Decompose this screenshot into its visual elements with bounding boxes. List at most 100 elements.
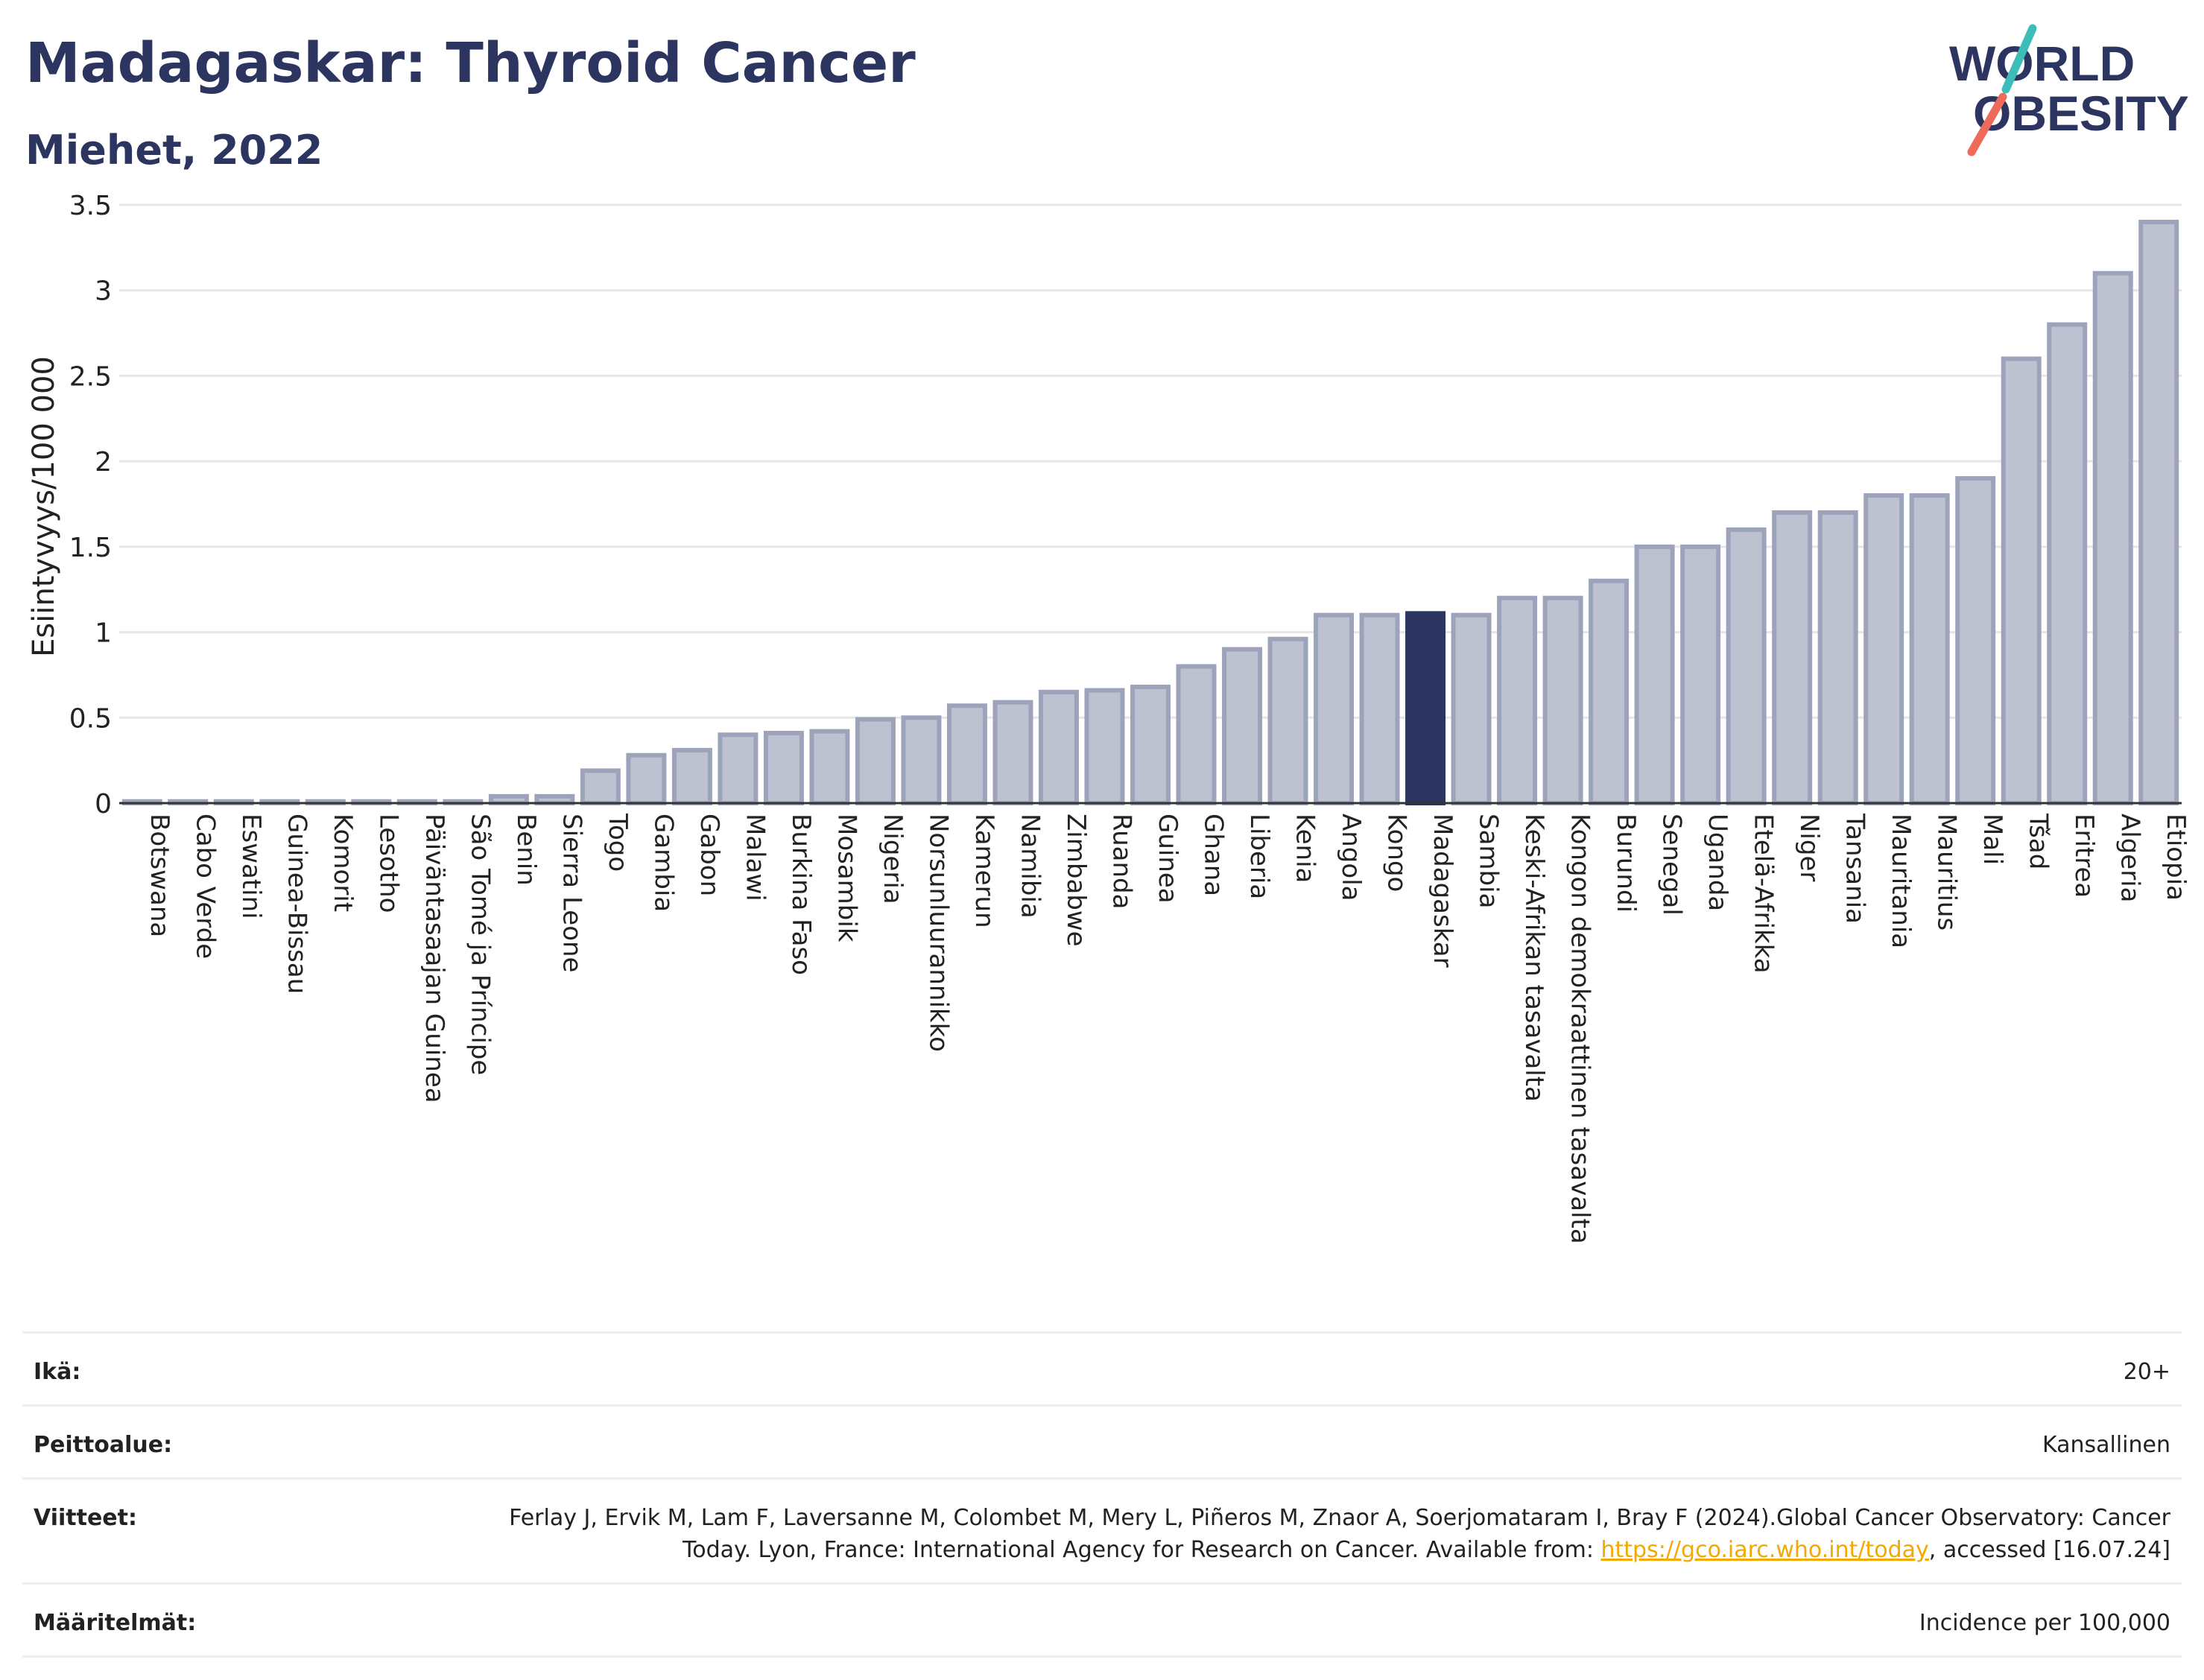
x-tick-label: Angola: [1336, 814, 1366, 901]
bar: [1359, 612, 1400, 806]
info-value-definitions: Incidence per 100,000: [1919, 1610, 2170, 1636]
bar: [1772, 510, 1813, 805]
x-tick-label: Senegal: [1657, 814, 1687, 916]
x-tick-label: Sierra Leone: [557, 814, 586, 972]
bar: [992, 700, 1033, 805]
bar: [901, 715, 942, 805]
bar: [718, 732, 759, 806]
logo-slash-teal: [2001, 24, 2037, 94]
bar: [1038, 689, 1079, 805]
info-row-coverage: Peittoalue: Kansallinen: [22, 1404, 2182, 1477]
bar: [763, 730, 804, 805]
x-tick-label: Komorit: [328, 814, 358, 912]
x-tick-label: Guinea: [1153, 814, 1182, 904]
reference-accessed: , accessed [16.07.24]: [1928, 1537, 2170, 1563]
logo-word-world: WORLD: [1949, 36, 2135, 91]
y-tick-label: 1.5: [69, 533, 112, 563]
x-tick-label: Lesotho: [373, 814, 403, 913]
y-tick-label: 3: [95, 276, 112, 307]
x-tick-label: Namibia: [1015, 814, 1045, 919]
logo-slash-coral: [1967, 92, 2007, 156]
x-tick-label: Ruanda: [1106, 814, 1136, 909]
reference-text: Ferlay J, Ervik M, Lam F, Laversanne M, …: [509, 1505, 2170, 1563]
y-tick-label: 2.5: [69, 361, 112, 392]
info-row-definitions: Määritelmät: Incidence per 100,000: [22, 1582, 2182, 1658]
x-tick-label: Cabo Verde: [190, 814, 220, 959]
x-tick-label: Mali: [1977, 814, 2007, 865]
bar: [1589, 578, 1630, 805]
bar: [1817, 510, 1858, 805]
x-tick-label: Niger: [1794, 814, 1824, 881]
bar: [855, 717, 896, 806]
bar: [1634, 544, 1675, 805]
bar-highlighted: [1405, 611, 1446, 805]
x-tick-label: Zimbabwe: [1061, 814, 1091, 947]
bar: [1314, 612, 1355, 806]
x-tick-label: Algeria: [2115, 814, 2145, 902]
bar: [1451, 612, 1492, 806]
bars: [121, 219, 2179, 806]
x-tick-label: Kongon demokraattinen tasavalta: [1565, 814, 1595, 1244]
x-tick-label: Gabon: [694, 814, 724, 896]
bar: [580, 768, 621, 805]
info-label-coverage: Peittoalue:: [34, 1432, 173, 1458]
x-tick-label: Gambia: [648, 814, 678, 912]
x-tick-label: Guinea-Bissau: [282, 814, 311, 994]
x-tick-label: Botswana: [145, 814, 174, 937]
x-tick-label: Eswatini: [236, 814, 266, 919]
bar: [671, 747, 712, 805]
x-axis-labels: Botswana Cabo Verde Eswatini Guinea-Bissau K…: [145, 813, 2191, 1244]
x-tick-label: Burundi: [1611, 814, 1641, 913]
info-value-references: Ferlay J, Ervik M, Lam F, Laversanne M, …: [494, 1502, 2170, 1566]
x-tick-label: Kenia: [1291, 814, 1320, 883]
chart-title: Madagaskar: Thyroid Cancer: [25, 31, 916, 95]
x-tick-label: Etiopia: [2161, 814, 2191, 901]
info-value-coverage: Kansallinen: [2042, 1432, 2170, 1458]
bar: [1222, 647, 1263, 805]
x-tick-label: Etelä-Afrikka: [1749, 814, 1779, 974]
bar: [1863, 493, 1904, 805]
bar: [1267, 636, 1308, 806]
x-tick-label: Togo: [603, 813, 633, 872]
x-tick-label: Burkina Faso: [786, 814, 816, 975]
bar: [626, 752, 667, 806]
info-row-references: Viitteet: Ferlay J, Ervik M, Lam F, Lave…: [22, 1477, 2182, 1582]
bar: [1909, 493, 1950, 805]
y-axis-label: Esiintyvyys/100 000: [27, 356, 61, 657]
x-tick-label: Keski-Afrikan tasavalta: [1519, 814, 1549, 1102]
x-tick-label: Benin: [511, 814, 541, 886]
x-tick-label: Tšad: [2024, 813, 2053, 869]
bar: [2047, 322, 2088, 806]
x-tick-label: Uganda: [1703, 814, 1732, 911]
x-tick-label: Mauritania: [1886, 814, 1916, 948]
bar: [1084, 688, 1125, 805]
x-tick-label: Malawi: [740, 814, 770, 901]
world-obesity-logo: WORLD OBESITY: [1949, 24, 2189, 156]
x-tick-label: Norsunluurannikko: [923, 814, 953, 1052]
y-axis-ticks: 0 0.5 1 1.5 2 2.5 3 3.5: [69, 191, 112, 820]
y-tick-label: 0.5: [69, 703, 112, 734]
logo-word-obesity: OBESITY: [1973, 86, 2189, 141]
info-label-definitions: Määritelmät:: [34, 1610, 197, 1636]
bar: [2001, 356, 2042, 805]
chart-subtitle: Miehet, 2022: [25, 127, 323, 174]
x-tick-label: Kongo: [1382, 814, 1412, 892]
reference-link[interactable]: https://gco.iarc.who.int/today: [1600, 1537, 1929, 1563]
bar: [809, 729, 850, 806]
x-tick-label: São Tomé ja Príncipe: [465, 814, 495, 1075]
y-tick-label: 3.5: [69, 191, 112, 221]
info-label-age: Ikä:: [34, 1359, 81, 1385]
info-label-references: Viitteet:: [34, 1505, 137, 1531]
y-tick-label: 0: [95, 789, 112, 820]
bar: [2138, 219, 2179, 805]
y-tick-label: 1: [95, 618, 112, 649]
bar: [1680, 544, 1721, 805]
info-value-age: 20+: [2123, 1359, 2170, 1385]
bar-chart: 0 0.5 1 1.5 2 2.5 3 3.5 Botswana Cabo Verde Eswat…: [27, 191, 2191, 1244]
x-tick-label: Madagaskar: [1428, 814, 1457, 968]
info-row-age: Ikä: 20+: [22, 1331, 2182, 1404]
x-tick-label: Mauritius: [1932, 814, 1962, 931]
bar: [1726, 527, 1767, 806]
x-tick-label: Päiväntasaajan Guinea: [419, 814, 449, 1103]
x-tick-label: Nigeria: [878, 814, 908, 904]
